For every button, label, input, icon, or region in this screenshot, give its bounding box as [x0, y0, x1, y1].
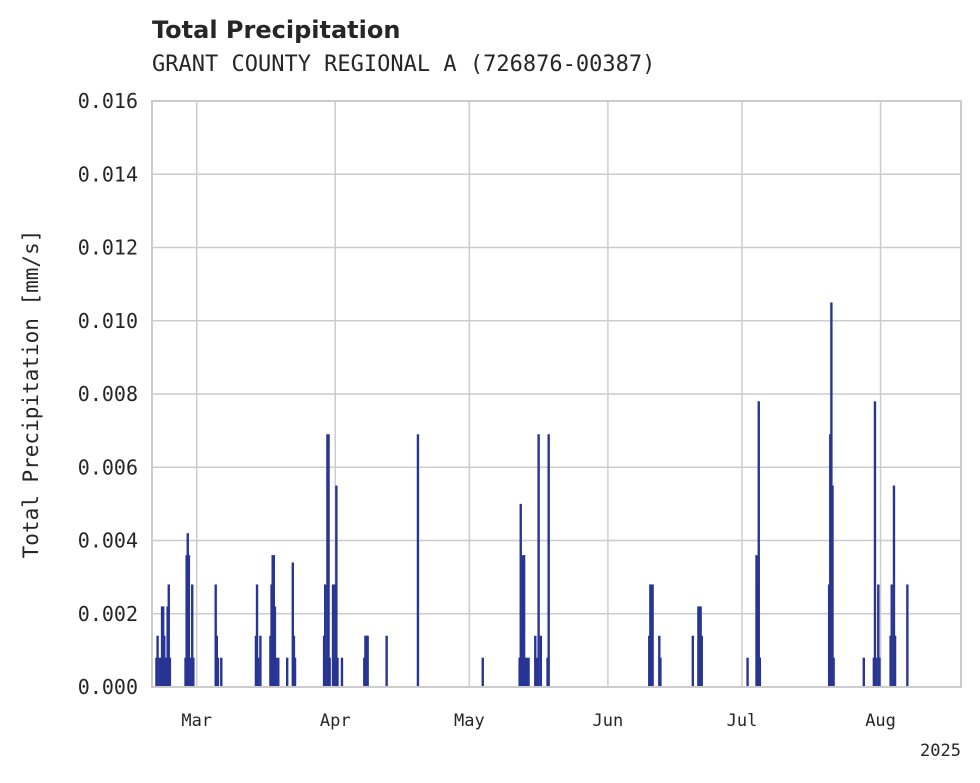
x-tick-label: Mar — [181, 711, 212, 731]
precipitation-bar — [340, 657, 344, 687]
precipitation-bar — [691, 635, 695, 687]
precipitation-bar — [874, 657, 878, 687]
y-tick-label: 0.012 — [78, 236, 138, 260]
precipitation-bar — [286, 657, 289, 687]
y-axis-label: Total Precipitation [mm/s] — [19, 230, 43, 559]
precipitation-bar — [877, 584, 880, 687]
precipitation-bar — [890, 584, 893, 687]
chart-subtitle: GRANT COUNTY REGIONAL A (726876-00387) — [152, 52, 656, 77]
precipitation-bar — [906, 584, 909, 687]
y-tick-label: 0.000 — [78, 675, 138, 699]
precipitation-bar — [156, 635, 159, 687]
precipitation-bar — [335, 485, 338, 687]
precipitation-bar — [700, 635, 703, 687]
precipitation-bar — [188, 657, 192, 687]
y-tick-label: 0.006 — [78, 455, 138, 479]
precipitation-bar — [187, 555, 191, 687]
y-tick-label: 0.016 — [78, 89, 138, 113]
precipitation-bar — [878, 657, 881, 687]
x-tick-label: Apr — [320, 711, 351, 731]
x-tick-label: Aug — [865, 711, 896, 731]
precipitation-bar — [873, 401, 877, 687]
precipitation-bar — [366, 635, 369, 687]
precipitation-bar — [862, 657, 865, 687]
precipitation-bar — [259, 635, 262, 687]
precipitation-bars — [155, 302, 909, 687]
precipitation-bar — [273, 606, 277, 687]
y-tick-labels: 0.000 0.002 0.004 0.006 0.008 0.010 0.012 0.014… — [78, 89, 138, 699]
precipitation-bar — [519, 503, 522, 687]
plot-frame — [151, 100, 962, 688]
precipitation-bar — [255, 584, 259, 687]
precipitation-bar — [336, 657, 339, 687]
y-tick-label: 0.010 — [78, 309, 138, 333]
precipitation-bar — [831, 485, 834, 687]
precipitation-bar — [167, 584, 170, 687]
precipitation-bar — [535, 657, 538, 687]
precipitation-bar — [274, 657, 278, 687]
precipitation-bar — [192, 657, 195, 687]
precipitation-bar — [832, 657, 835, 687]
precipitation-bar — [216, 657, 220, 687]
y-tick-label: 0.014 — [78, 162, 138, 186]
grid-lines — [152, 100, 961, 688]
precipitation-bar — [416, 434, 420, 687]
precipitation-bar — [256, 657, 260, 687]
precipitation-bar — [651, 584, 654, 687]
x-tick-label: Jul — [727, 711, 758, 731]
precipitation-bar — [746, 657, 749, 687]
precipitation-bar — [323, 584, 327, 687]
precipitation-bar — [158, 657, 162, 687]
precipitation-bar — [481, 657, 484, 687]
precipitation-bar — [893, 635, 897, 687]
precipitation-bar — [522, 555, 526, 687]
precipitation-bar — [327, 434, 330, 687]
precipitation-bar — [163, 635, 166, 687]
precipitation-bar — [293, 657, 297, 687]
precipitation-bar — [758, 657, 762, 687]
year-label: 2025 — [920, 741, 961, 761]
chart-title: Total Precipitation — [152, 16, 401, 44]
x-tick-label: May — [454, 711, 485, 731]
precipitation-bar — [539, 635, 543, 687]
precipitation-bar — [220, 657, 223, 687]
precipitation-bar — [291, 562, 294, 687]
precipitation-bar — [277, 657, 280, 687]
precipitation-bar — [191, 584, 194, 687]
y-tick-label: 0.004 — [78, 529, 138, 553]
precipitation-bar — [525, 657, 528, 687]
precipitation-bar — [168, 657, 172, 687]
y-tick-label: 0.008 — [78, 382, 138, 406]
precipitation-bar — [547, 434, 550, 687]
precipitation-bar — [659, 657, 662, 687]
precipitation-bar — [331, 584, 335, 687]
precipitation-bar — [385, 635, 388, 687]
x-tick-label: Jun — [593, 711, 624, 731]
y-tick-label: 0.002 — [78, 602, 138, 626]
precipitation-bar — [892, 485, 896, 687]
precipitation-bar — [757, 401, 760, 687]
precipitation-bar — [527, 657, 530, 687]
precipitation-bar — [537, 434, 540, 687]
precipitation-bar — [328, 657, 331, 687]
x-tick-labels: Mar Apr May Jun Jul Aug — [181, 711, 896, 731]
